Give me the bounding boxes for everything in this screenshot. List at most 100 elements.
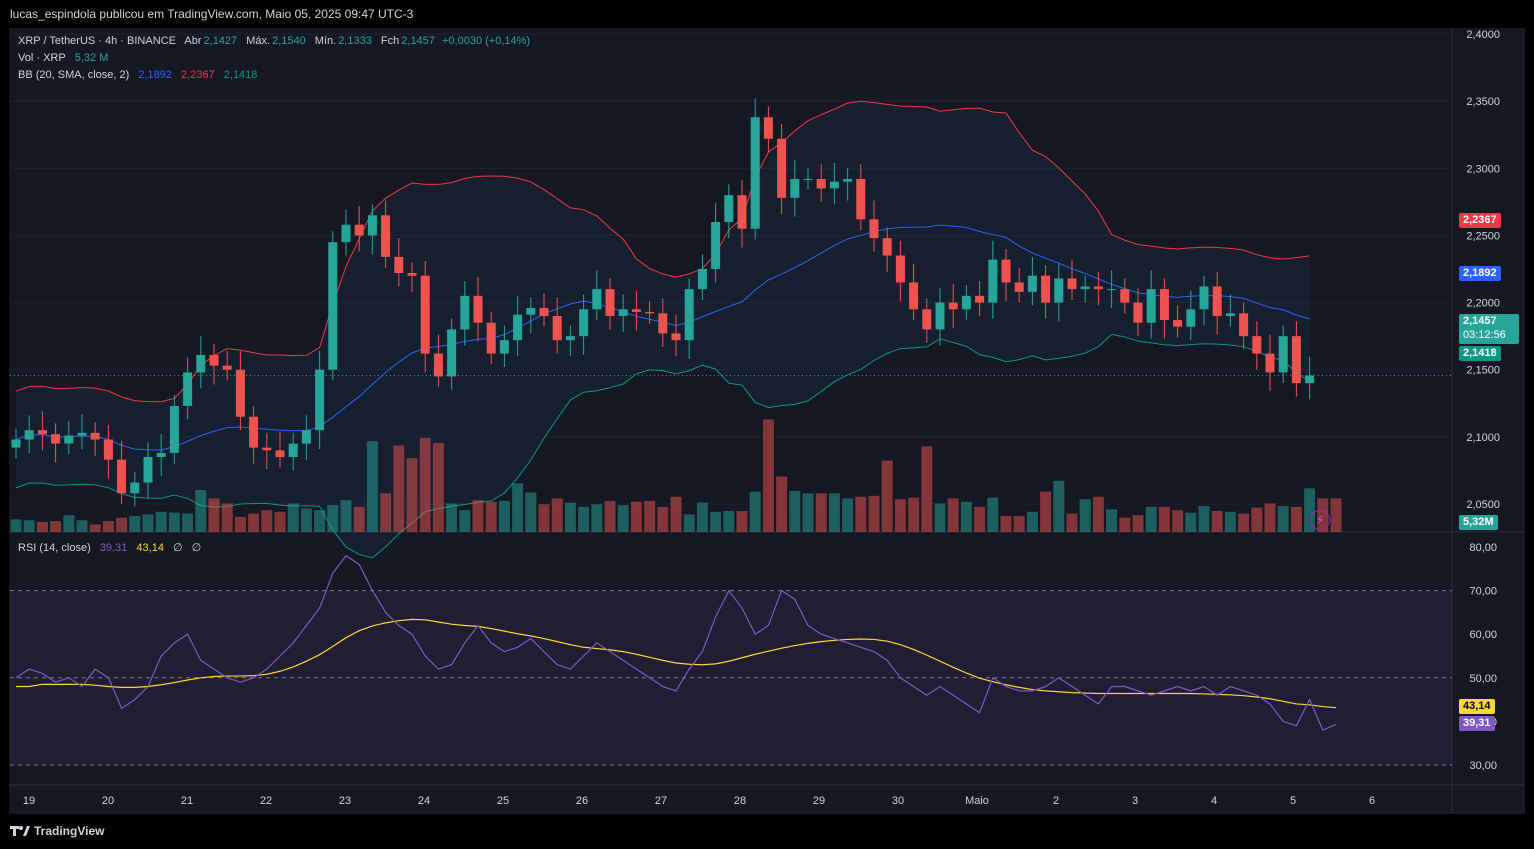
volume-bar (498, 500, 510, 532)
volume-bar (1330, 498, 1342, 532)
candle-body (222, 365, 232, 370)
volume-bar (934, 503, 946, 532)
time-axis-label: 22 (260, 795, 272, 807)
volume-bar (142, 514, 154, 532)
volume-bar (380, 493, 392, 532)
bb-label[interactable]: BB (20, SMA, close, 2) (18, 69, 130, 81)
volume-bar (578, 506, 590, 532)
candle-body (1080, 286, 1090, 290)
volume-bar (1290, 506, 1302, 532)
candle-body (526, 307, 536, 315)
candle-body (1054, 278, 1064, 303)
time-axis-label: 21 (181, 795, 193, 807)
lightning-icon[interactable]: ⚡ (1310, 510, 1330, 530)
bb-upper-value: 2,2367 (181, 69, 215, 81)
candle-body (671, 333, 681, 341)
price-axis-label: 2,2500 (1466, 230, 1500, 242)
volume-bar (50, 521, 62, 532)
volume-bar (696, 502, 708, 532)
volume-bar (564, 502, 576, 532)
price-axis-label: 2,3000 (1466, 163, 1500, 175)
candle-body (816, 179, 826, 189)
volume-bar (366, 441, 378, 532)
rsi-label[interactable]: RSI (14, close) (18, 542, 91, 554)
volume-bar (683, 514, 695, 532)
candle-body (592, 289, 602, 310)
volume-bar (300, 508, 312, 532)
volume-bar (842, 498, 854, 532)
volume-bar (604, 500, 616, 532)
price-axis-label: 2,4000 (1466, 29, 1500, 41)
volume-bar (102, 521, 114, 532)
volume-bar (960, 501, 972, 532)
candle-body (420, 275, 430, 354)
rsi-ma-tag: 43,14 (1459, 699, 1495, 714)
volume-bar (1251, 507, 1263, 532)
vol-label[interactable]: Vol · XRP (18, 52, 66, 64)
volume-bar (1092, 496, 1104, 532)
candle-body (988, 259, 998, 303)
volume-bar (485, 501, 497, 532)
brand[interactable]: TradingView (10, 824, 104, 838)
high-label: Máx. (246, 35, 271, 47)
volume-bar (749, 491, 761, 532)
candle-body (1252, 336, 1262, 354)
candle-body (605, 289, 615, 316)
time-axis-label: 6 (1369, 795, 1375, 807)
symbol-label[interactable]: XRP / TetherUS · 4h · BINANCE (18, 35, 176, 47)
volume-bar (1066, 513, 1078, 532)
candle-body (565, 336, 575, 341)
publisher-line: lucas_espindola publicou em TradingView.… (10, 7, 414, 21)
volume-bar (261, 510, 273, 532)
candle-body (486, 322, 496, 354)
candle-body (829, 181, 839, 189)
volume-bar (287, 503, 299, 532)
candle-body (1014, 282, 1024, 292)
candle-body (869, 219, 879, 239)
candle-body (394, 256, 404, 274)
rsi-ma-value: 43,14 (136, 542, 164, 554)
candle-body (882, 238, 892, 256)
volume-bar (789, 490, 801, 532)
volume-bar (1119, 517, 1131, 532)
candle-body (183, 372, 193, 406)
volume-bar (459, 510, 471, 532)
volume-bar (63, 515, 75, 532)
volume-bar (1224, 511, 1236, 532)
volume-bar (630, 501, 642, 532)
candle-body (552, 316, 562, 341)
candle-body (381, 215, 391, 257)
rsi-axis-label: 70,00 (1469, 586, 1497, 598)
rsi-legend: RSI (14, close) 39,31 43,14 ∅ ∅ (18, 541, 203, 554)
candle-body (1041, 275, 1051, 303)
volume-bar (828, 493, 840, 532)
candle-body (961, 295, 971, 310)
volume-bar (340, 500, 352, 532)
countdown-tag: 03:12:56 (1463, 329, 1506, 341)
volume-bar (1238, 513, 1250, 532)
volume-bar (512, 483, 524, 532)
open-label: Abr (184, 35, 202, 47)
candle-body (909, 282, 919, 310)
change-value: +0,0030 (+0,14%) (441, 35, 531, 47)
rsi-value: 39,31 (99, 542, 128, 554)
time-axis-label: 23 (339, 795, 351, 807)
volume-bar (116, 517, 128, 532)
volume-bar (1079, 499, 1091, 532)
candle-body (24, 430, 34, 440)
time-axis-label: 30 (892, 795, 904, 807)
volume-bar (1053, 480, 1065, 532)
volume-bar (182, 513, 194, 532)
candle-body (354, 224, 364, 236)
candle-body (1225, 313, 1235, 316)
candle-body (1291, 336, 1301, 384)
bb-lower-value: 2,1418 (223, 69, 258, 81)
candle-body (64, 435, 74, 444)
time-axis-label: 27 (655, 795, 667, 807)
candle-body (790, 179, 800, 198)
candle-body (407, 273, 417, 276)
candle-body (763, 117, 773, 139)
candle-body (315, 369, 325, 431)
volume-bar (129, 516, 141, 532)
